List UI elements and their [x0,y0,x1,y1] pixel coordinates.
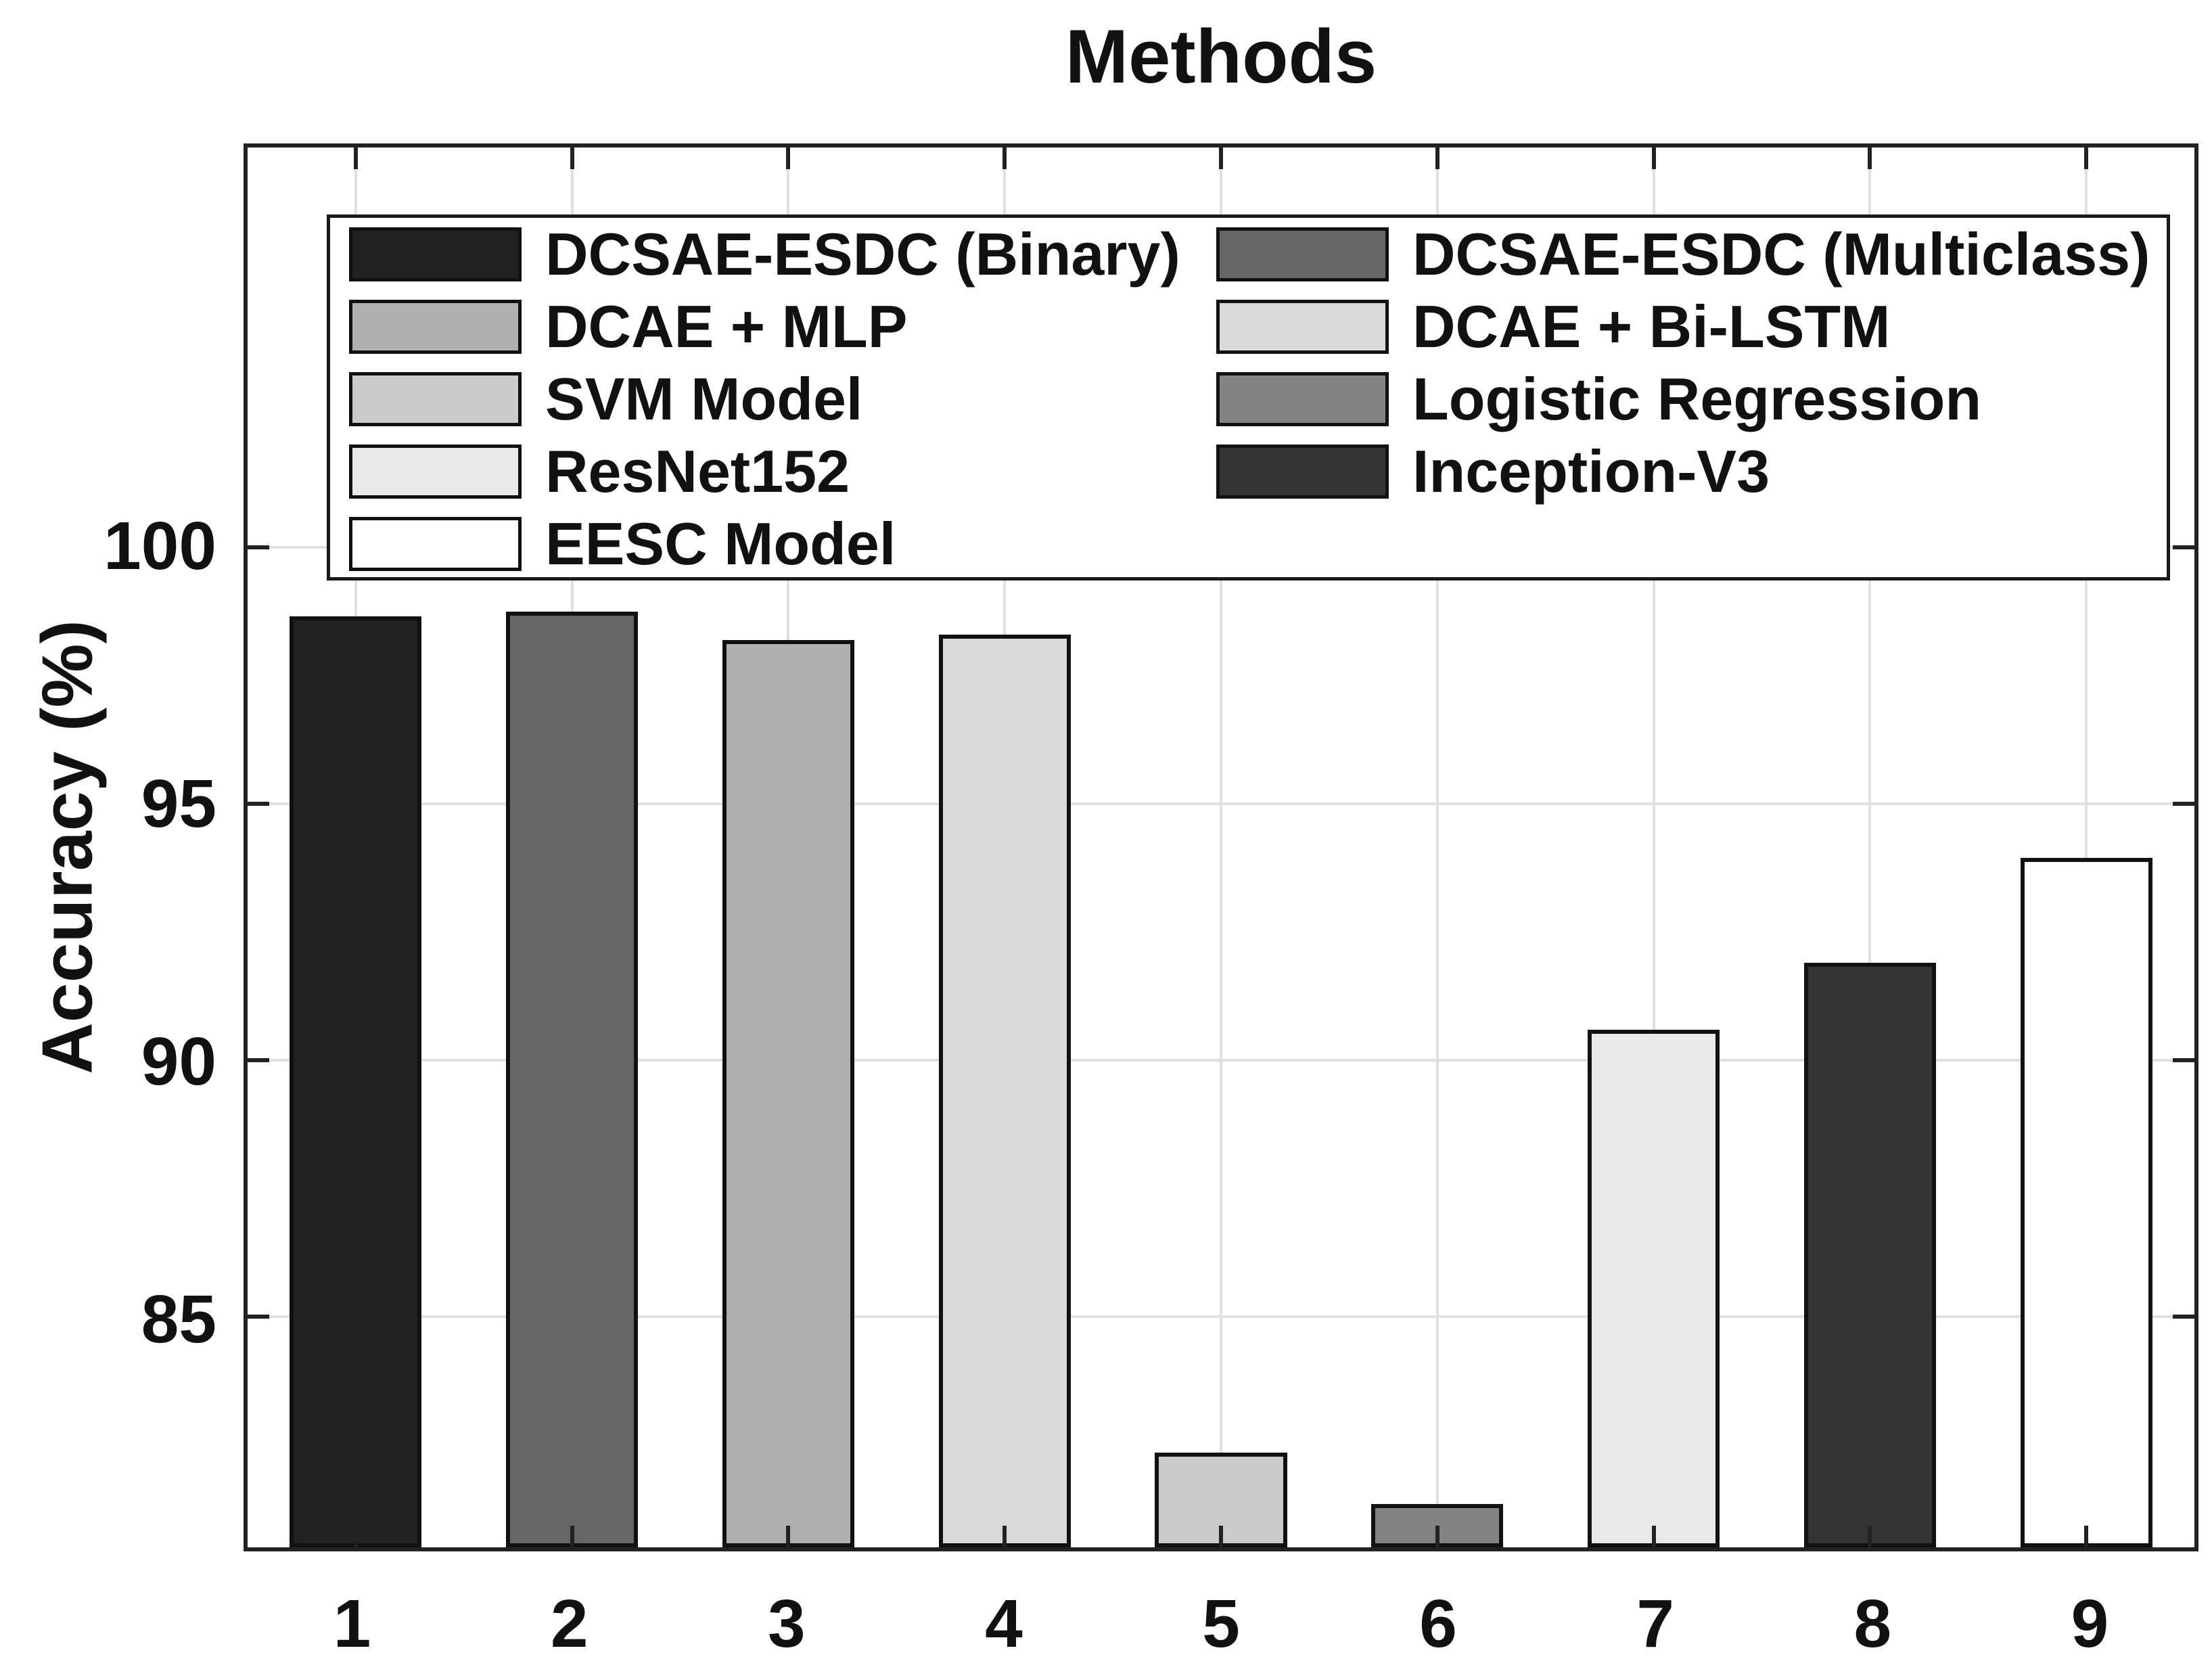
bar-3 [722,639,854,1547]
bar-6 [1371,1503,1504,1547]
bar-7 [1588,1029,1720,1547]
legend-item-label: Inception-V3 [1412,437,1770,505]
y-axis-tick-right [2173,1314,2194,1319]
bar-9 [2020,857,2152,1547]
x-tick-label: 7 [1636,1586,1675,1661]
x-axis-tick-top [1868,147,1872,169]
x-axis-tick-top [1435,147,1439,169]
legend: DCSAE-ESDC (Binary) DCAE + MLP SVM Model Re… [327,214,2170,581]
x-tick-label: 6 [1419,1586,1457,1661]
legend-swatch [349,371,522,426]
y-tick-label: 100 [103,507,216,584]
legend-item: DCAE + Bi-LSTM [1216,290,2150,363]
bar-4 [938,634,1071,1547]
legend-swatch [349,444,522,499]
gridline-vertical [1868,147,1872,1547]
x-tick-label: 9 [2071,1586,2109,1661]
legend-item: DCSAE-ESDC (Multiclass) [1216,218,2150,290]
y-axis-tick-right [2173,802,2194,806]
legend-item-label: SVM Model [545,365,863,432]
x-axis-tick-bottom [353,1526,358,1547]
legend-column-1: DCSAE-ESDC (Binary) DCAE + MLP SVM Model Re… [349,218,1180,577]
legend-item: ResNet152 [349,435,1180,507]
x-axis-tick-top [1651,147,1656,169]
x-axis-tick-bottom [1435,1526,1439,1547]
legend-item: DCAE + MLP [349,290,1180,363]
legend-swatch [1216,227,1389,281]
x-axis-tick-bottom [570,1526,574,1547]
bar-8 [1803,963,1936,1547]
legend-item: SVM Model [349,363,1180,435]
x-tick-label: 8 [1853,1586,1892,1661]
legend-swatch [349,227,522,281]
gridline-vertical [1435,147,1439,1547]
bar-2 [506,611,639,1547]
gridline-vertical [1652,147,1655,1547]
legend-swatch [1216,444,1389,499]
gridline-vertical [2085,147,2088,1547]
x-axis-tick-bottom [1219,1526,1223,1547]
legend-item-label: ResNet152 [545,437,850,505]
x-tick-label: 4 [985,1586,1023,1661]
legend-swatch [1216,371,1389,426]
x-axis-tick-bottom [786,1526,791,1547]
legend-item: DCSAE-ESDC (Binary) [349,218,1180,290]
y-tick-label: 95 [141,765,216,842]
plot-area: DCSAE-ESDC (Binary) DCAE + MLP SVM Model Re… [244,143,2198,1551]
x-tick-label: 1 [333,1586,371,1661]
x-axis-tick-top [570,147,574,169]
legend-swatch [349,516,522,571]
x-axis-tick-top [786,147,791,169]
gridline-vertical [1220,147,1222,1547]
x-axis-tick-top [1219,147,1223,169]
x-axis-tick-bottom [1651,1526,1656,1547]
y-axis-tick-right [2173,1058,2194,1063]
chart-title: Methods [1065,14,1377,99]
x-tick-label: 2 [550,1586,589,1661]
legend-item-label: EESC Model [545,509,896,577]
legend-column-2: DCSAE-ESDC (Multiclass) DCAE + Bi-LSTM Log… [1216,218,2150,577]
x-tick-label: 5 [1202,1586,1240,1661]
legend-item: EESC Model [349,507,1180,580]
x-axis-tick-top [353,147,358,169]
legend-item-label: DCSAE-ESDC (Multiclass) [1412,220,2150,288]
legend-swatch [349,299,522,354]
x-axis-tick-bottom [1868,1526,1872,1547]
y-axis-tick-right [2173,545,2194,550]
bar-1 [290,616,422,1547]
legend-item: Inception-V3 [1216,435,2150,507]
legend-item-label: DCSAE-ESDC (Binary) [545,220,1180,288]
x-axis-tick-bottom [1003,1526,1007,1547]
legend-item: Logistic Regression [1216,363,2150,435]
y-axis-tick-left [248,545,269,550]
legend-item-label: Logistic Regression [1412,365,1982,432]
y-axis-tick-left [248,802,269,806]
y-tick-label: 90 [141,1023,216,1099]
y-axis-tick-left [248,1058,269,1063]
y-tick-label: 85 [141,1281,216,1357]
x-tick-label: 3 [767,1586,806,1661]
x-axis-tick-top [1003,147,1007,169]
legend-item-label: DCAE + MLP [545,292,908,360]
x-axis-tick-labels: 1 2 3 4 5 6 7 8 9 [244,1556,2198,1661]
legend-swatch [1216,299,1389,354]
legend-item-label: DCAE + Bi-LSTM [1412,292,1891,360]
x-axis-tick-top [2084,147,2089,169]
y-axis-tick-labels: 85 90 95 100 [0,143,244,1551]
y-axis-tick-left [248,1314,269,1319]
x-axis-tick-bottom [2084,1526,2089,1547]
